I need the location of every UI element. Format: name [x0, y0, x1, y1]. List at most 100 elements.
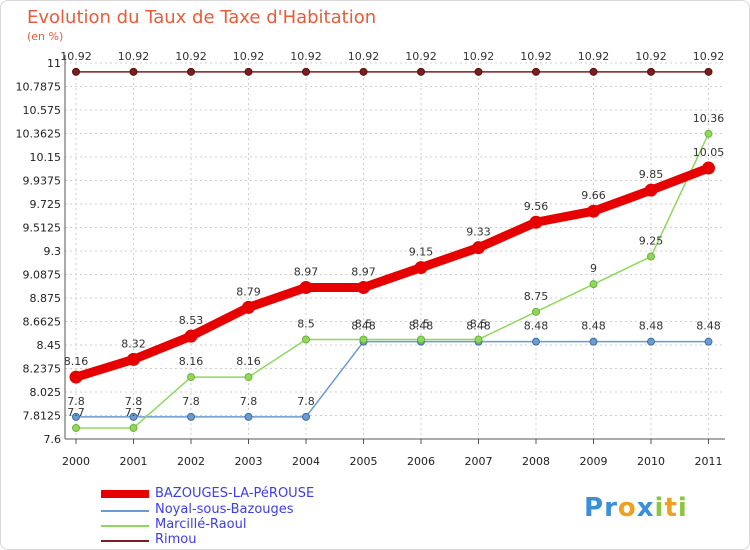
data-label: 8.48: [409, 320, 434, 333]
data-label: 8.5: [470, 317, 488, 330]
data-label: 8.48: [581, 320, 606, 333]
y-tick-label: 9.0875: [23, 269, 62, 282]
data-label: 10.92: [693, 50, 725, 63]
x-tick-label: 2008: [522, 455, 550, 468]
data-label: 9.25: [639, 235, 664, 248]
series-line: [75, 340, 710, 418]
series-line: [71, 163, 713, 382]
data-point: [244, 412, 253, 421]
data-point: [647, 67, 655, 76]
data-label: 10.92: [118, 50, 150, 63]
data-label: 10.92: [348, 50, 380, 63]
data-point: [72, 423, 80, 432]
data-point: [129, 67, 138, 76]
data-label: 7.8: [240, 395, 258, 408]
data-point: [532, 337, 540, 346]
y-tick-label: 8.875: [30, 292, 62, 305]
data-label: 8.5: [412, 317, 430, 330]
data-label: 10.92: [578, 50, 610, 63]
y-tick-label: 10.575: [23, 104, 62, 117]
data-label: 8.48: [696, 320, 721, 333]
data-label: 8.48: [524, 320, 549, 333]
data-label: 10.92: [520, 50, 552, 63]
data-label: 8.16: [179, 355, 204, 368]
data-label: 9: [590, 262, 597, 275]
data-point: [474, 335, 483, 344]
data-point: [472, 241, 485, 255]
data-label: 8.5: [355, 317, 373, 330]
data-label: 9.15: [409, 246, 434, 259]
data-label: 10.92: [635, 50, 667, 63]
data-label: 8.53: [179, 314, 204, 327]
x-tick-label: 2006: [407, 455, 435, 468]
logo-letter: i: [677, 493, 688, 523]
logo-letter: t: [664, 493, 678, 523]
data-label: 8.79: [236, 285, 261, 298]
legend-swatch: [101, 540, 149, 542]
data-label: 9.66: [581, 189, 606, 202]
data-point: [587, 204, 600, 218]
y-tick-label: 7.8125: [23, 410, 62, 423]
data-label: 10.92: [405, 50, 437, 63]
y-tick-label: 7.6: [44, 433, 62, 446]
series-line: [75, 133, 710, 429]
x-tick-label: 2009: [580, 455, 608, 468]
x-tick-label: 2000: [62, 455, 90, 468]
logo-letter: x: [636, 493, 655, 523]
data-point: [299, 280, 313, 294]
y-tick-label: 9.3: [44, 245, 62, 258]
data-label: 8.97: [351, 265, 376, 278]
x-tick-label: 2003: [235, 455, 263, 468]
data-point: [184, 329, 198, 343]
data-label: 10.36: [693, 112, 725, 125]
y-tick-label: 10.15: [30, 151, 62, 164]
data-point: [474, 67, 483, 76]
x-tick-label: 2007: [465, 455, 493, 468]
data-point: [357, 280, 370, 294]
data-point: [187, 373, 195, 382]
data-label: 10.92: [233, 50, 265, 63]
y-tick-label: 8.2375: [23, 363, 62, 376]
data-label: 7.8: [297, 395, 315, 408]
chart-subtitle: (en %): [27, 30, 64, 43]
legend-label: Rimou: [155, 532, 197, 547]
legend-label: BAZOUGES-LA-PéROUSE: [155, 486, 315, 501]
y-tick-label: 9.5125: [23, 222, 62, 235]
logo-letter: o: [617, 493, 637, 523]
logo-letter: i: [654, 493, 665, 523]
data-point: [417, 67, 425, 76]
x-tick-label: 2010: [637, 455, 665, 468]
y-tick-label: 9.725: [30, 198, 62, 211]
data-point: [244, 67, 253, 76]
data-point: [72, 412, 80, 421]
data-point: [647, 252, 655, 261]
data-label: 8.97: [294, 265, 319, 278]
data-point: [704, 67, 713, 76]
data-label: 7.7: [67, 406, 85, 419]
x-tick-label: 2005: [350, 455, 378, 468]
data-point: [127, 352, 140, 366]
data-label: 8.48: [639, 320, 664, 333]
x-tick-label: 2001: [120, 455, 148, 468]
data-point: [704, 337, 713, 346]
data-label: 8.75: [524, 290, 549, 303]
logo-letter: P: [584, 493, 605, 523]
y-tick-label: 8.025: [30, 386, 62, 399]
data-point: [644, 183, 658, 197]
x-tick-label: 2011: [695, 455, 723, 468]
y-tick-label: 11: [47, 57, 61, 70]
y-tick-label: 8.45: [37, 339, 62, 352]
chart-title: Evolution du Taux de Taxe d'Habitation: [27, 7, 377, 28]
data-label: 9.33: [466, 226, 491, 239]
data-point: [302, 412, 310, 421]
data-point: [302, 67, 310, 76]
data-label: 7.8: [125, 395, 143, 408]
data-point: [242, 300, 255, 314]
data-label: 8.16: [236, 355, 261, 368]
data-label: 10.92: [60, 50, 92, 63]
data-label: 10.92: [290, 50, 322, 63]
data-point: [187, 412, 195, 421]
data-label: 8.48: [466, 320, 491, 333]
legend-swatch: [101, 490, 149, 498]
